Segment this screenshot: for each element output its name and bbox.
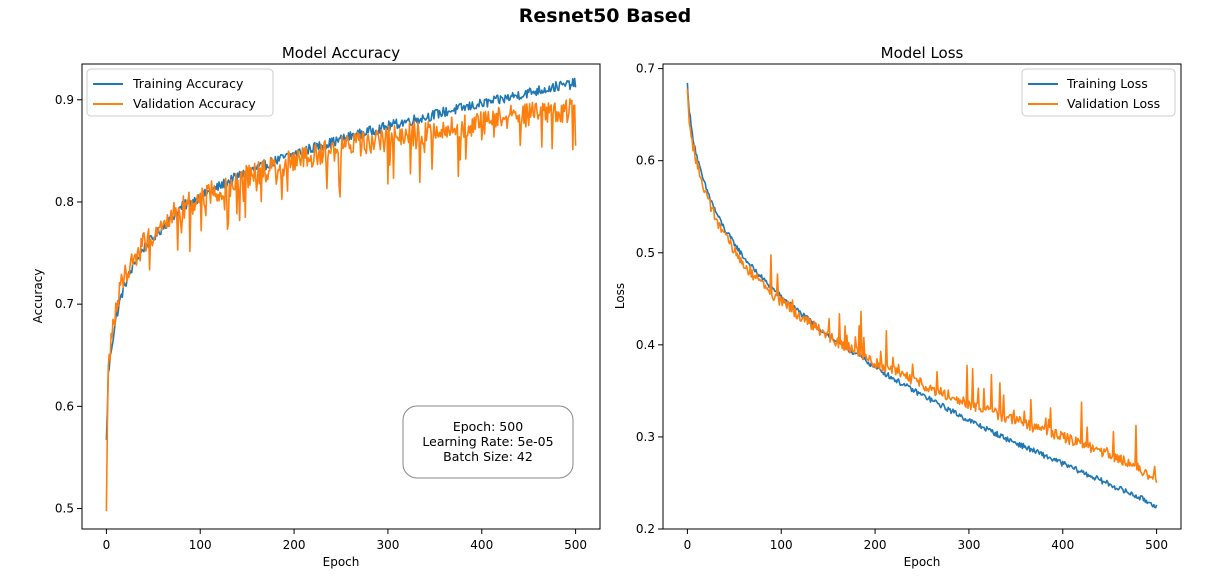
accuracy-axes-frame [81, 63, 601, 530]
loss-legend-validation-label: Validation Loss [1067, 96, 1160, 111]
loss-validation-line [686, 88, 1158, 484]
loss-ticks: 0 100 200 300 400 500 0.2 0.3 0.4 0.5 0.6 0.7 [636, 62, 1168, 552]
accuracy-plot-title: Model Accuracy [282, 44, 400, 62]
y-tick-label: 0.9 [55, 93, 74, 107]
loss-x-axis-label: Epoch [904, 555, 941, 569]
y-tick-label: 0.7 [636, 62, 655, 76]
y-tick-label: 0.6 [55, 399, 74, 413]
x-tick-label: 100 [189, 538, 212, 552]
loss-plot-title: Model Loss [881, 44, 964, 62]
x-tick-label: 300 [376, 538, 399, 552]
loss-plot: Model Loss Epoch Loss 0 100 200 300 400 500 0.… [613, 44, 1182, 569]
accuracy-y-axis-label: Accuracy [31, 269, 45, 324]
y-tick-label: 0.5 [55, 502, 74, 516]
accuracy-legend: Training Accuracy Validation Accuracy [86, 68, 274, 117]
loss-legend-box [1021, 68, 1176, 117]
x-tick-label: 300 [957, 538, 980, 552]
annotation-learning-rate: Learning Rate: 5e-05 [422, 434, 553, 449]
annotation-batch-size: Batch Size: 42 [443, 449, 533, 464]
x-tick-label: 0 [684, 538, 692, 552]
accuracy-legend-validation-label: Validation Accuracy [133, 96, 256, 111]
x-tick-label: 100 [770, 538, 793, 552]
figure-suptitle: Resnet50 Based [519, 5, 691, 27]
accuracy-ticks: 0 100 200 300 400 500 0.5 0.6 0.7 0.8 0.9 [55, 93, 587, 552]
loss-legend: Training Loss Validation Loss [1021, 68, 1176, 117]
accuracy-x-axis-label: Epoch [323, 555, 360, 569]
x-tick-label: 400 [470, 538, 493, 552]
y-tick-label: 0.3 [636, 430, 655, 444]
y-tick-label: 0.7 [55, 297, 74, 311]
y-tick-label: 0.6 [636, 154, 655, 168]
y-tick-label: 0.8 [55, 195, 74, 209]
x-tick-label: 200 [864, 538, 887, 552]
loss-series-lines [686, 82, 1158, 509]
accuracy-legend-training-label: Training Accuracy [132, 76, 244, 91]
x-tick-label: 500 [564, 538, 587, 552]
y-tick-label: 0.2 [636, 522, 655, 536]
x-tick-label: 400 [1051, 538, 1074, 552]
loss-axes-frame [662, 63, 1182, 530]
x-tick-label: 0 [103, 538, 111, 552]
y-tick-label: 0.5 [636, 246, 655, 260]
annotation-box [402, 405, 574, 479]
accuracy-plot: Model Accuracy Epoch Accuracy 0 100 200 300… [31, 44, 601, 569]
loss-legend-training-label: Training Loss [1066, 76, 1148, 91]
y-tick-label: 0.4 [636, 338, 655, 352]
training-params-annotation: Epoch: 500 Learning Rate: 5e-05 Batch Si… [402, 405, 574, 479]
x-tick-label: 200 [283, 538, 306, 552]
annotation-epoch: Epoch: 500 [453, 419, 523, 434]
loss-y-axis-label: Loss [613, 283, 627, 309]
accuracy-series-lines [105, 77, 577, 512]
accuracy-legend-box [86, 68, 274, 117]
loss-training-line [686, 82, 1158, 509]
accuracy-validation-line [105, 98, 577, 512]
x-tick-label: 500 [1145, 538, 1168, 552]
